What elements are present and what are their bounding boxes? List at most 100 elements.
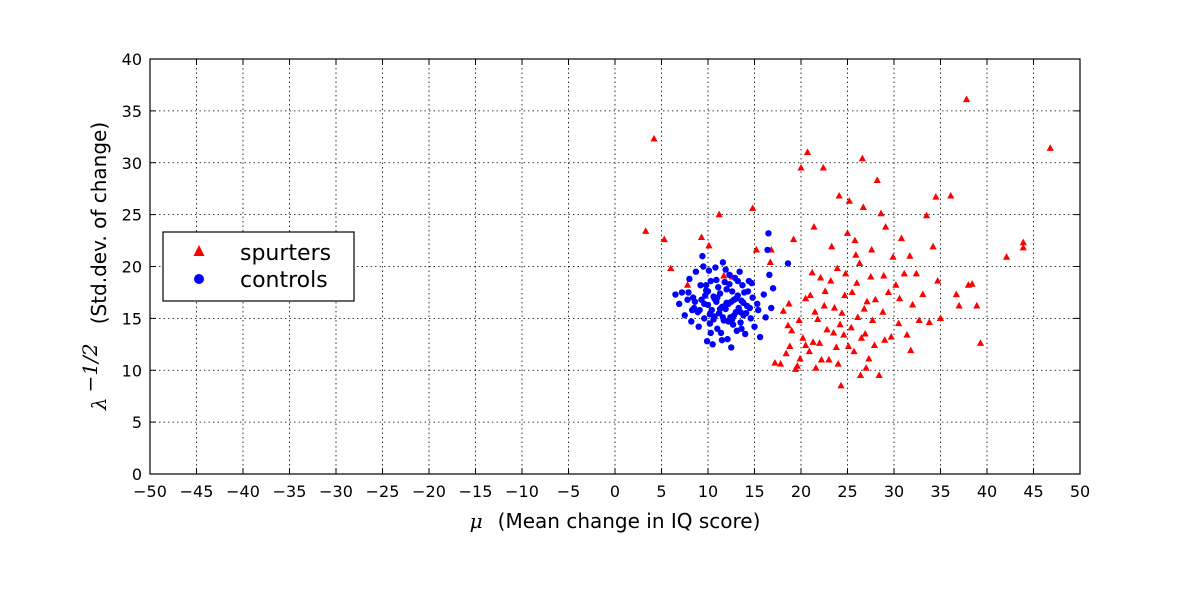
x-tick-label: −5	[557, 482, 581, 501]
series-controls-points	[672, 230, 792, 351]
control-point	[696, 306, 703, 314]
spurter-point	[811, 308, 819, 315]
control-point	[722, 266, 729, 273]
spurter-point	[862, 364, 870, 371]
spurter-point	[850, 347, 858, 355]
legend-label-spurters: spurters	[240, 241, 331, 266]
control-point	[697, 281, 704, 289]
control-point	[688, 306, 696, 314]
spurter-point	[810, 223, 818, 230]
spurter-point	[782, 349, 790, 357]
y-axis-superscript: −1/2	[78, 343, 102, 392]
spurter-point	[830, 304, 839, 311]
spurter-point	[837, 381, 845, 389]
x-tick-label: 0	[610, 482, 620, 501]
x-tick-label: 35	[930, 482, 950, 501]
spurter-point	[867, 272, 875, 280]
control-point	[695, 323, 702, 330]
spurter-point	[929, 242, 937, 250]
spurter-point	[796, 354, 804, 362]
control-point	[675, 300, 683, 308]
spurter-point	[897, 234, 906, 242]
spurter-point	[828, 242, 836, 250]
x-axis-text: (Mean change in IQ score)	[498, 509, 761, 533]
spurter-point	[705, 241, 713, 249]
control-point	[768, 304, 775, 312]
x-tick-label: 20	[791, 482, 811, 501]
spurter-point	[795, 316, 803, 324]
spurter-point	[868, 245, 876, 253]
spurter-point	[859, 203, 867, 210]
control-point	[688, 318, 695, 325]
control-point	[764, 246, 771, 254]
spurter-point	[880, 271, 888, 279]
control-point	[701, 300, 708, 308]
spurter-point	[829, 328, 838, 336]
control-point	[747, 315, 754, 322]
control-point	[716, 305, 724, 313]
spurter-point	[882, 223, 890, 230]
spurter-point	[806, 291, 814, 299]
spurter-point	[976, 339, 985, 346]
spurter-point	[809, 338, 817, 345]
spurter-point	[720, 271, 728, 279]
control-point	[678, 289, 686, 296]
x-tick-label: −20	[412, 482, 446, 501]
spurter-point	[819, 163, 827, 171]
spurter-point	[842, 269, 850, 277]
control-point	[714, 325, 721, 332]
spurter-point	[803, 148, 812, 155]
control-point	[766, 271, 773, 278]
x-tick-label: 30	[884, 482, 904, 501]
y-axis-label: λ −1/2 (Std.dev. of change)	[78, 122, 111, 411]
x-tick-label: 10	[698, 482, 718, 501]
control-point	[746, 304, 754, 312]
spurter-point	[827, 277, 835, 284]
spurter-point	[852, 251, 860, 258]
control-point	[748, 279, 755, 287]
spurter-point	[816, 339, 824, 346]
x-tick-label: 45	[1023, 482, 1043, 501]
control-point	[751, 323, 758, 330]
spurter-point	[752, 245, 760, 253]
spurter-point	[843, 229, 852, 236]
spurter-point	[779, 307, 787, 314]
spurter-point	[1002, 253, 1011, 260]
spurter-point	[793, 362, 801, 369]
spurter-point	[683, 281, 692, 288]
control-point	[734, 277, 741, 285]
control-point	[755, 306, 762, 314]
spurter-point	[845, 197, 853, 204]
legend-marker-controls	[194, 274, 204, 284]
control-point	[672, 291, 679, 298]
legend-marker-spurters	[193, 245, 205, 256]
control-point	[712, 264, 719, 271]
spurter-point	[789, 235, 798, 243]
control-point	[728, 316, 736, 323]
x-tick-label: 25	[837, 482, 857, 501]
control-point	[707, 277, 714, 285]
spurter-point	[788, 326, 796, 334]
spurter-point	[968, 280, 976, 287]
spurter-point	[776, 360, 785, 367]
control-point	[704, 288, 712, 295]
control-point	[742, 309, 750, 317]
spurter-point	[912, 269, 920, 277]
spurter-point	[906, 252, 914, 259]
spurter-point	[784, 321, 792, 329]
plot-frame	[149, 58, 1081, 475]
legend: spurters controls	[162, 231, 355, 302]
spurter-point	[844, 342, 853, 349]
spurter-point	[820, 301, 828, 309]
spurter-point	[766, 258, 774, 265]
spurter-point	[909, 300, 917, 308]
x-tick-label: −25	[366, 482, 400, 501]
spurter-point	[823, 325, 831, 333]
spurter-point	[936, 314, 945, 321]
spurter-point	[808, 268, 816, 276]
spurter-point	[925, 318, 933, 326]
spurter-point	[922, 211, 931, 219]
x-tick-label: 50	[1070, 482, 1090, 501]
control-point	[703, 338, 711, 345]
